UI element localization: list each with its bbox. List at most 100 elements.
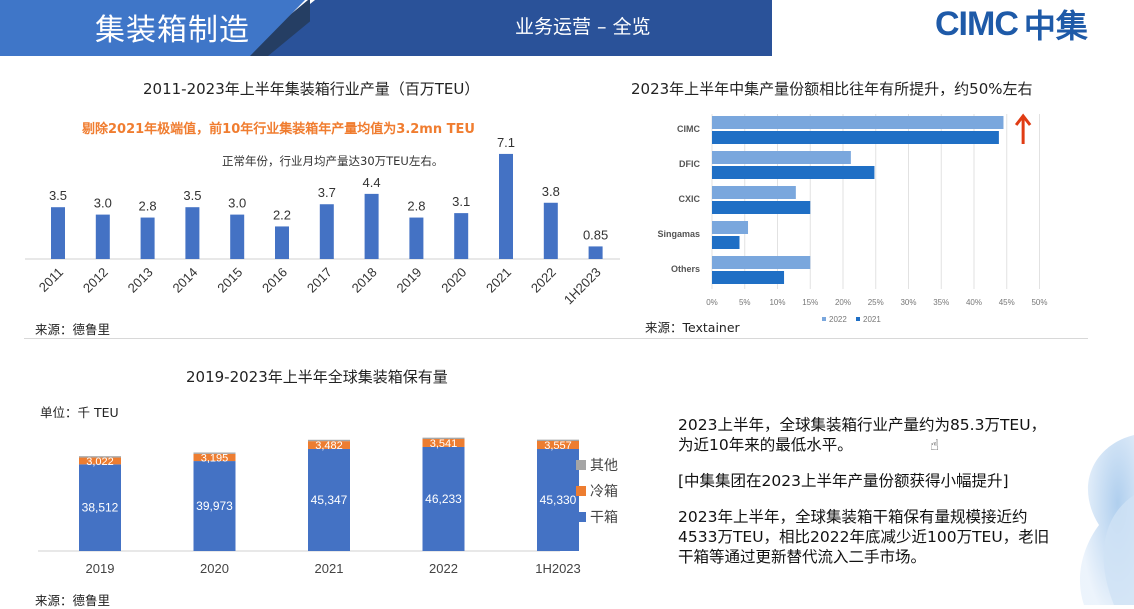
page-subtitle: 业务运营 – 全览	[515, 16, 651, 38]
x-tick-label: 2021	[315, 561, 344, 576]
bar	[51, 207, 65, 259]
bar-2022	[712, 186, 796, 199]
production-bar-chart: 3.5 2011 3.0 2012 2.8 2013 3.5 2014 3.0 2015 2.2 20…	[25, 135, 620, 308]
x-tick-label: 10%	[769, 298, 785, 307]
bar	[185, 207, 200, 259]
share-bar-chart: 0% 5% 10% 15% 20% 25% 30% 35% 40% 45% 50% CIMC DFIC C…	[657, 113, 1048, 324]
x-tick-label: 2020	[200, 561, 229, 576]
data-label: 3,195	[201, 452, 229, 464]
share-chart-title: 2023年上半年中集产量份额相比往年有所提升，约50%左右	[631, 80, 1033, 98]
x-tick-label: 35%	[933, 298, 949, 307]
bar-2021	[712, 271, 785, 284]
section-divider	[604, 338, 1088, 339]
header-banner: 集装箱制造 业务运营 – 全览	[0, 0, 772, 56]
bar	[275, 226, 289, 259]
bar-2021	[712, 201, 811, 214]
legend-item-reefer: 冷箱	[576, 478, 618, 504]
fleet-chart-title: 2019-2023年上半年全球集装箱保有量	[186, 368, 448, 386]
stacked-bar-segment	[193, 453, 236, 462]
header-light-band	[0, 0, 305, 56]
x-tick-label: 40%	[966, 298, 982, 307]
x-tick-label: 2022	[429, 561, 458, 576]
data-label: 45,347	[311, 493, 348, 507]
data-label: 7.1	[497, 135, 515, 150]
bar	[588, 246, 603, 259]
x-tick-label: 2016	[259, 265, 290, 296]
fleet-source: 来源：德鲁里	[35, 593, 111, 608]
data-label: 3.0	[228, 196, 246, 211]
production-chart-title: 2011-2023年上半年集装箱行业产量（百万TEU）	[143, 80, 480, 98]
x-tick-label: 25%	[868, 298, 884, 307]
summary-paragraph-3: 2023年上半年，全球集装箱干箱保有量规模接近约4533万TEU，相比2022年…	[678, 508, 1050, 566]
production-source: 来源：德鲁里	[35, 322, 111, 337]
legend-label: 其他	[590, 458, 618, 474]
stacked-bar-segment	[537, 439, 579, 442]
legend-swatch-blue	[576, 512, 586, 522]
x-tick-label: 2019	[86, 561, 115, 576]
fleet-unit-label: 单位：千 TEU	[40, 405, 119, 420]
bar	[454, 213, 469, 259]
data-label: 46,233	[425, 492, 462, 506]
legend-label: 干箱	[590, 510, 618, 526]
legend-swatch-2021	[856, 317, 860, 321]
bar	[409, 217, 424, 259]
stacked-bar-segment	[79, 457, 121, 465]
legend-swatch-2022	[822, 317, 826, 321]
production-annotation-note: 正常年份，行业月均产量达30万TEU左右。	[222, 154, 444, 168]
legend-label-2022: 2022	[829, 315, 847, 324]
data-label: 3.5	[49, 188, 67, 203]
data-label: 3.8	[542, 184, 560, 199]
bar-2022	[712, 151, 851, 164]
bar-2021	[712, 166, 875, 179]
data-label: 3,022	[86, 456, 114, 468]
x-tick-label: 50%	[1031, 298, 1047, 307]
x-tick-label: 2011	[36, 265, 66, 295]
bar-2022	[712, 256, 811, 269]
summary-paragraph-1: 2023上半年，全球集装箱行业产量约为85.3万TEU，为近10年来的最低水平。	[678, 416, 1047, 454]
stacked-bar-segment	[537, 441, 579, 450]
x-tick-label: 1H2023	[561, 265, 604, 308]
bar-2021	[712, 131, 999, 144]
x-tick-label: 2021	[483, 265, 514, 296]
summary-text: 2023上半年，全球集装箱行业产量约为85.3万TEU，为近10年来的最低水平。…	[678, 415, 1058, 583]
hand-cursor-icon: ☝	[930, 436, 940, 454]
cimc-logo: CIMC 中集	[935, 4, 1088, 46]
decorative-swirl	[1079, 435, 1134, 605]
legend-swatch-orange	[576, 486, 586, 496]
data-label: 3,482	[315, 440, 343, 452]
legend-item-dry: 干箱	[576, 504, 618, 530]
bar-2021	[712, 236, 740, 249]
summary-paragraph-2: [中集集团在2023上半年产量份额获得小幅提升]	[678, 472, 1009, 490]
page-title: 集装箱制造	[95, 13, 250, 48]
x-tick-label: 2013	[125, 265, 156, 296]
x-tick-label: 2018	[349, 265, 380, 296]
bar-2022	[712, 221, 749, 234]
data-label: 39,973	[196, 499, 233, 513]
data-label: 0.85	[583, 227, 608, 242]
data-label: 3.1	[452, 194, 470, 209]
y-category-label: DFIC	[679, 159, 700, 169]
data-label: 3.5	[183, 188, 201, 203]
bar	[230, 214, 245, 259]
share-source: 来源：Textainer	[645, 320, 740, 335]
logo-text-cn: 中集	[1023, 7, 1088, 45]
data-label: 3,541	[430, 438, 458, 450]
bar	[140, 217, 155, 259]
data-label: 38,512	[82, 501, 119, 515]
y-category-label: CIMC	[677, 124, 700, 134]
data-label: 2.8	[139, 199, 157, 214]
y-category-label: Singamas	[657, 229, 700, 239]
x-tick-label: 2015	[214, 265, 245, 296]
stacked-bar-segment	[422, 439, 465, 447]
x-tick-label: 2022	[528, 265, 559, 296]
x-tick-label: 5%	[739, 298, 751, 307]
data-label: 3,557	[544, 440, 572, 452]
data-label: 3.0	[94, 196, 112, 211]
legend-label-2021: 2021	[863, 315, 881, 324]
up-arrow-head-icon	[1014, 113, 1032, 126]
stacked-bar-segment	[308, 439, 350, 442]
stacked-bar-segment	[422, 446, 465, 551]
x-tick-label: 30%	[900, 298, 916, 307]
stacked-bar-segment	[422, 437, 465, 440]
logo-text-en: CIMC	[935, 4, 1019, 43]
